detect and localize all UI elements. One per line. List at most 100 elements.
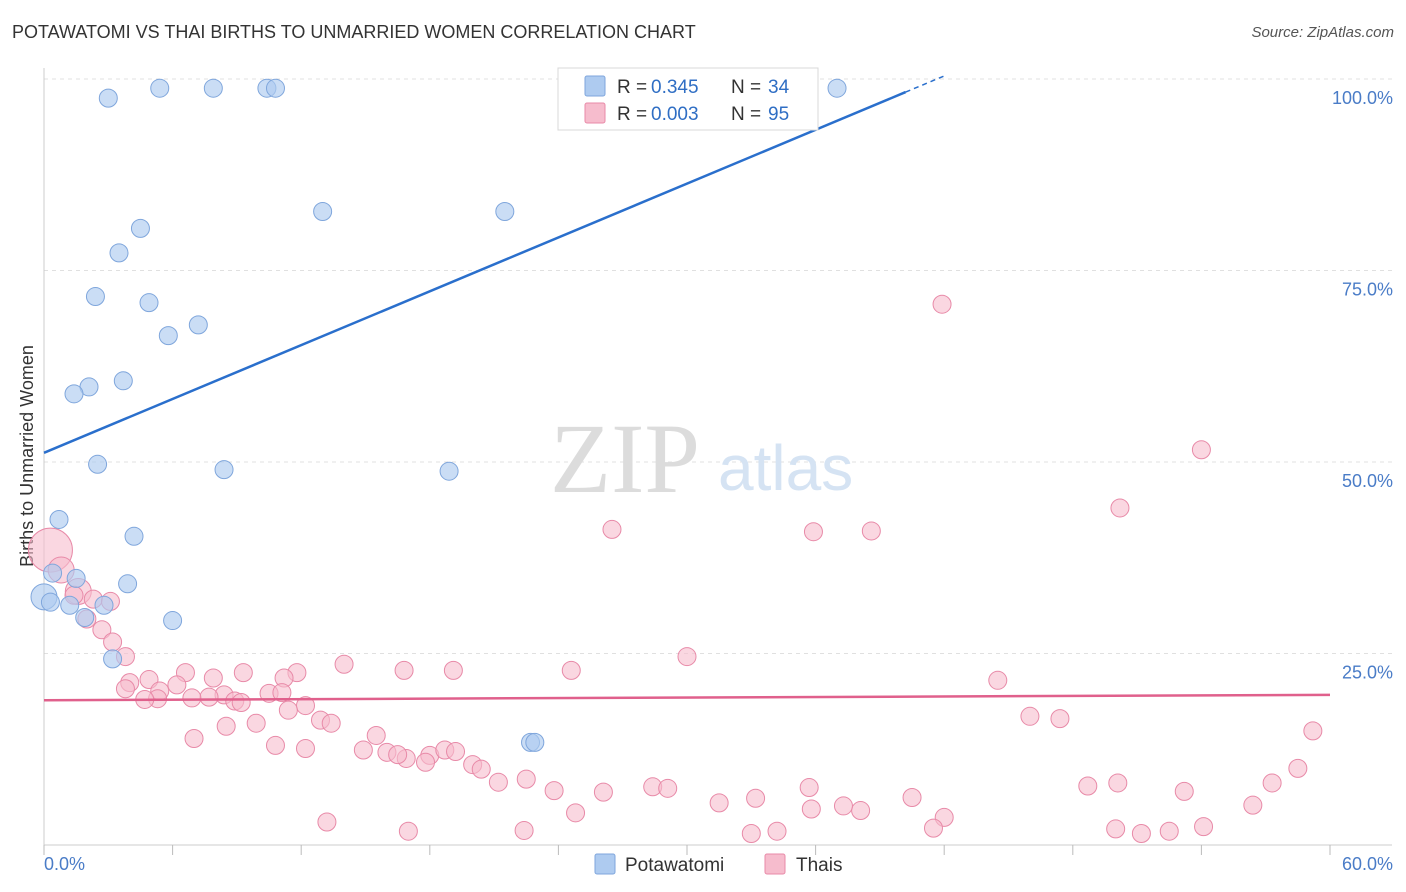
thais-point (184, 729, 204, 749)
trend-lines (43, 75, 1331, 702)
potawatomi-point (75, 607, 95, 627)
thais-point (1078, 776, 1098, 796)
thais-point (799, 778, 819, 798)
thais-point (443, 660, 463, 680)
thais-point (593, 782, 613, 802)
bottom-legend-label-potawatomi: Potawatomi (625, 855, 724, 876)
thais-point (216, 716, 236, 736)
potawatomi-point (150, 78, 170, 98)
potawatomi-point (113, 371, 133, 391)
thais-point (182, 688, 202, 708)
legend-swatch-potawatomi (584, 75, 606, 97)
potawatomi-point (64, 384, 84, 404)
potawatomi-point (124, 526, 144, 546)
thais-point (1262, 773, 1282, 793)
source-label: Source: ZipAtlas.com (1251, 24, 1394, 41)
thais-point (932, 294, 952, 314)
potawatomi-point (163, 611, 183, 631)
x-tick-label: 0.0% (44, 854, 85, 874)
bottom-legend-swatch-thais (764, 853, 786, 875)
thais-point (1020, 706, 1040, 726)
thais-point (231, 693, 251, 713)
thais-point (902, 788, 922, 808)
potawatomi-point (103, 649, 123, 669)
potawatomi-point (88, 454, 108, 474)
thais-point (1110, 498, 1130, 518)
thais-point (103, 632, 123, 652)
thais-point (677, 647, 697, 667)
thais-point (803, 522, 823, 542)
thais-point (1243, 795, 1263, 815)
potawatomi-point (313, 202, 333, 222)
thais-point (295, 738, 315, 758)
legend-r-value-thais: 0.003 (651, 104, 699, 125)
x-tick-label: 60.0% (1342, 854, 1393, 874)
thais-point (321, 713, 341, 733)
watermark-atlas: atlas (718, 432, 853, 504)
thais-point (514, 820, 534, 840)
potawatomi-point (49, 509, 69, 529)
potawatomi-point (158, 326, 178, 346)
y-tick-label: 75.0% (1342, 280, 1393, 300)
thais-point (388, 745, 408, 765)
potawatomi-point (66, 568, 86, 588)
thais-point (1159, 821, 1179, 841)
thais-point (446, 742, 466, 762)
watermark-zip: ZIP (550, 403, 700, 514)
potawatomi-series (30, 78, 847, 752)
thais-point (1131, 824, 1151, 844)
potawatomi-point (827, 78, 847, 98)
potawatomi-point (94, 595, 114, 615)
legend-n-label-thais: N = (731, 104, 761, 125)
bottom-legend-swatch-potawatomi (594, 853, 616, 875)
thais-point (1106, 819, 1126, 839)
series-legend: Potawatomi Thais (594, 853, 842, 876)
tick-labels: 25.0% 50.0% 75.0% 100.0% 0.0% 60.0% (44, 88, 1393, 874)
thais-point (566, 803, 586, 823)
potawatomi-point (139, 293, 159, 313)
potawatomi-point (43, 563, 63, 583)
thais-point (1050, 709, 1070, 729)
potawatomi-point (188, 315, 208, 335)
thais-point (833, 796, 853, 816)
thais-point (471, 759, 491, 779)
thais-point (1194, 817, 1214, 837)
potawatomi-point (60, 595, 80, 615)
thais-point (488, 772, 508, 792)
thais-point (317, 812, 337, 832)
thais-point (1174, 781, 1194, 801)
thais-point (115, 679, 135, 699)
potawatomi-point (525, 732, 545, 752)
thais-point (709, 793, 729, 813)
thais-point (988, 670, 1008, 690)
thais-point (199, 687, 219, 707)
thais-point (398, 821, 418, 841)
thais-point (861, 521, 881, 541)
thais-point (92, 620, 112, 640)
grid-lines (44, 78, 1392, 654)
potawatomi-point (118, 574, 138, 594)
potawatomi-point (265, 78, 285, 98)
axes (43, 68, 1392, 855)
thais-point (416, 752, 436, 772)
thais-point (203, 668, 223, 688)
legend-n-value-thais: 95 (768, 104, 789, 125)
thais-trend-line (43, 693, 1331, 702)
thais-point (741, 824, 761, 844)
bottom-legend-label-thais: Thais (796, 855, 842, 876)
potawatomi-point (40, 592, 60, 612)
thais-point (278, 700, 298, 720)
thais-point (366, 725, 386, 745)
thais-point (246, 713, 266, 733)
thais-point (1108, 773, 1128, 793)
potawatomi-point (85, 287, 105, 307)
potawatomi-point (98, 88, 118, 108)
thais-series (27, 294, 1323, 844)
thais-point (923, 818, 943, 838)
thais-point (746, 788, 766, 808)
thais-point (334, 654, 354, 674)
thais-point (516, 769, 536, 789)
legend-r-label-potawatomi: R = (617, 77, 647, 98)
y-axis-label: Births to Unmarried Women (17, 345, 37, 567)
thais-point (394, 660, 414, 680)
